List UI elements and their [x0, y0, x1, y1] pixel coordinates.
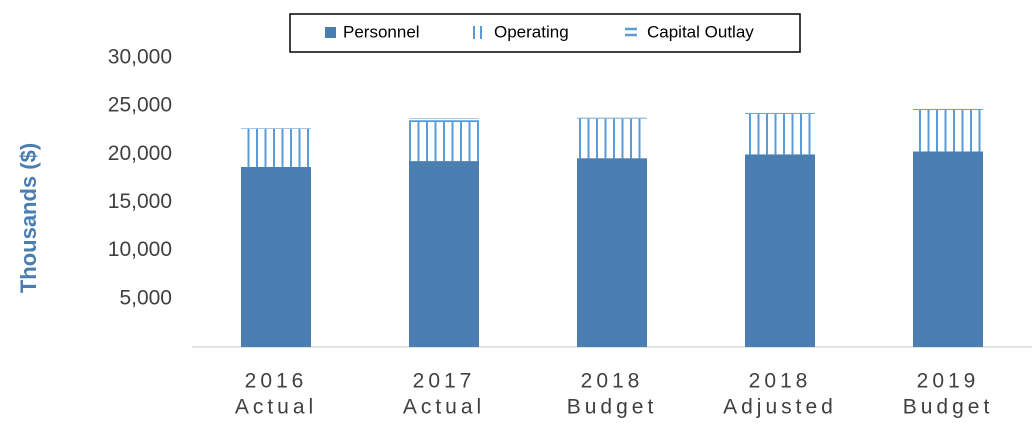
x-tick-label: 2019	[917, 370, 980, 393]
bar-segment	[745, 112, 815, 114]
legend-box	[289, 13, 801, 53]
bar-segment	[913, 110, 983, 152]
y-tick-label: 30,000	[108, 46, 172, 69]
bar-segment	[913, 151, 983, 347]
bar-segment	[241, 128, 311, 167]
bar-segment	[409, 122, 479, 162]
x-tick-label: 2018	[749, 370, 812, 393]
y-tick-label: 25,000	[108, 94, 172, 117]
legend-label: Operating	[494, 22, 569, 41]
bar-segment	[577, 118, 647, 159]
x-tick-label: 2016	[245, 370, 308, 393]
bar-segment	[241, 127, 311, 129]
bar-segment	[745, 113, 815, 155]
y-axis-label: Thousands ($)	[16, 143, 41, 293]
bar-segment	[409, 161, 479, 347]
x-tick-label: Adjusted	[723, 396, 837, 419]
x-tick-label: Budget	[903, 396, 994, 419]
legend-swatch	[325, 27, 336, 38]
y-tick-label: 20,000	[108, 142, 172, 165]
x-tick-label: Actual	[235, 396, 317, 419]
bar-segment	[241, 166, 311, 347]
y-tick-label: 5,000	[119, 286, 172, 309]
bar-segment	[409, 118, 479, 123]
x-tick-label: Budget	[567, 396, 658, 419]
bar-segment	[745, 154, 815, 347]
bar-segment	[913, 109, 983, 111]
x-tick-label: 2017	[413, 370, 476, 393]
y-tick-label: 10,000	[108, 238, 172, 261]
x-tick-label: Actual	[403, 396, 485, 419]
x-tick-label: 2018	[581, 370, 644, 393]
bar-segment	[577, 158, 647, 347]
y-tick-label: 15,000	[108, 190, 172, 213]
bar-segment	[577, 117, 647, 119]
legend-label: Capital Outlay	[647, 22, 754, 41]
legend-label: Personnel	[343, 22, 420, 41]
